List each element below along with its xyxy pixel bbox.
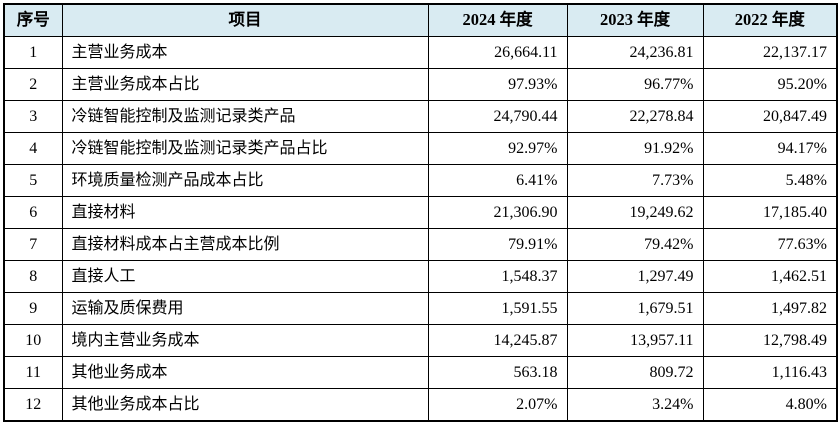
row-value-2023: 13,957.11 [566, 324, 704, 357]
row-value-2023: 7.73% [566, 164, 704, 197]
cost-breakdown-table: 序号 项目 2024 年度 2023 年度 2022 年度 1 主营业务成本 26,… [3, 3, 838, 422]
row-value-2022: 4.80% [702, 388, 838, 422]
row-value-2022: 22,137.17 [702, 36, 838, 69]
row-serial-number: 7 [3, 228, 63, 261]
row-value-2024: 563.18 [427, 356, 568, 389]
row-value-2023: 79.42% [566, 228, 704, 261]
row-value-2024: 1,548.37 [427, 260, 568, 293]
row-value-2022: 77.63% [702, 228, 838, 261]
row-value-2024: 14,245.87 [427, 324, 568, 357]
row-value-2023: 24,236.81 [566, 36, 704, 69]
table-row: 1 主营业务成本 26,664.11 24,236.81 22,137.17 [3, 36, 838, 69]
row-serial-number: 11 [3, 356, 63, 389]
table-row: 3 冷链智能控制及监测记录类产品 24,790.44 22,278.84 20,847.… [3, 100, 838, 133]
row-serial-number: 12 [3, 388, 63, 422]
row-value-2024: 97.93% [427, 68, 568, 101]
row-value-2023: 1,679.51 [566, 292, 704, 325]
row-value-2023: 3.24% [566, 388, 704, 422]
table-row: 7 直接材料成本占主营成本比例 79.91% 79.42% 77.63% [3, 228, 838, 261]
table-row: 8 直接人工 1,548.37 1,297.49 1,462.51 [3, 260, 838, 293]
table-header-row: 序号 项目 2024 年度 2023 年度 2022 年度 [3, 3, 838, 37]
row-item-name: 境内主营业务成本 [61, 324, 429, 357]
row-serial-number: 4 [3, 132, 63, 165]
row-value-2023: 809.72 [566, 356, 704, 389]
table-row: 10 境内主营业务成本 14,245.87 13,957.11 12,798.49 [3, 324, 838, 357]
row-value-2024: 79.91% [427, 228, 568, 261]
row-serial-number: 8 [3, 260, 63, 293]
row-item-name: 运输及质保费用 [61, 292, 429, 325]
header-year-2023: 2023 年度 [566, 3, 704, 37]
row-serial-number: 1 [3, 36, 63, 69]
row-item-name: 环境质量检测产品成本占比 [61, 164, 429, 197]
row-item-name: 其他业务成本占比 [61, 388, 429, 422]
row-item-name: 冷链智能控制及监测记录类产品 [61, 100, 429, 133]
row-value-2022: 95.20% [702, 68, 838, 101]
row-value-2024: 2.07% [427, 388, 568, 422]
row-value-2024: 6.41% [427, 164, 568, 197]
table-body: 1 主营业务成本 26,664.11 24,236.81 22,137.17 2 主营业务成… [3, 36, 838, 422]
row-item-name: 主营业务成本 [61, 36, 429, 69]
row-item-name: 直接材料 [61, 196, 429, 229]
row-value-2022: 17,185.40 [702, 196, 838, 229]
table-row: 6 直接材料 21,306.90 19,249.62 17,185.40 [3, 196, 838, 229]
row-value-2024: 24,790.44 [427, 100, 568, 133]
row-serial-number: 3 [3, 100, 63, 133]
row-value-2023: 22,278.84 [566, 100, 704, 133]
row-value-2024: 26,664.11 [427, 36, 568, 69]
row-value-2022: 5.48% [702, 164, 838, 197]
row-value-2022: 1,462.51 [702, 260, 838, 293]
row-value-2022: 1,497.82 [702, 292, 838, 325]
row-value-2024: 1,591.55 [427, 292, 568, 325]
row-item-name: 直接人工 [61, 260, 429, 293]
row-value-2024: 92.97% [427, 132, 568, 165]
row-item-name: 主营业务成本占比 [61, 68, 429, 101]
row-value-2022: 20,847.49 [702, 100, 838, 133]
row-value-2023: 96.77% [566, 68, 704, 101]
row-value-2023: 19,249.62 [566, 196, 704, 229]
table-row: 11 其他业务成本 563.18 809.72 1,116.43 [3, 356, 838, 389]
table-row: 9 运输及质保费用 1,591.55 1,679.51 1,497.82 [3, 292, 838, 325]
row-value-2022: 94.17% [702, 132, 838, 165]
row-serial-number: 10 [3, 324, 63, 357]
row-value-2022: 1,116.43 [702, 356, 838, 389]
header-serial-number: 序号 [3, 3, 63, 37]
header-year-2024: 2024 年度 [427, 3, 568, 37]
row-value-2023: 1,297.49 [566, 260, 704, 293]
row-serial-number: 6 [3, 196, 63, 229]
row-item-name: 其他业务成本 [61, 356, 429, 389]
table-row: 5 环境质量检测产品成本占比 6.41% 7.73% 5.48% [3, 164, 838, 197]
table-row: 12 其他业务成本占比 2.07% 3.24% 4.80% [3, 388, 838, 422]
table-row: 4 冷链智能控制及监测记录类产品占比 92.97% 91.92% 94.17% [3, 132, 838, 165]
row-item-name: 冷链智能控制及监测记录类产品占比 [61, 132, 429, 165]
row-value-2024: 21,306.90 [427, 196, 568, 229]
row-serial-number: 5 [3, 164, 63, 197]
table-row: 2 主营业务成本占比 97.93% 96.77% 95.20% [3, 68, 838, 101]
row-serial-number: 9 [3, 292, 63, 325]
row-value-2022: 12,798.49 [702, 324, 838, 357]
row-serial-number: 2 [3, 68, 63, 101]
row-value-2023: 91.92% [566, 132, 704, 165]
header-year-2022: 2022 年度 [702, 3, 838, 37]
row-item-name: 直接材料成本占主营成本比例 [61, 228, 429, 261]
header-item: 项目 [61, 3, 429, 37]
